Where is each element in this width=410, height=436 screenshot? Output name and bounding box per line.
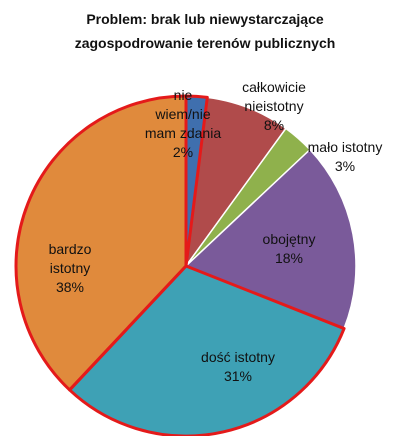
value-label: 2% — [173, 144, 193, 160]
slice-label: obojętny 18% — [263, 231, 316, 266]
label-line: obojętny — [263, 231, 316, 247]
label-line: dość istotny — [201, 349, 275, 365]
value-label: 31% — [224, 368, 252, 384]
slice-label: mało istotny 3% — [308, 139, 383, 174]
chart-title: Problem: brak lub niewystarczające — [86, 11, 324, 27]
label-line: całkowicie — [242, 79, 306, 95]
slice-label: całkowicie nieistotny 8% — [242, 79, 306, 133]
label-line: nie — [174, 87, 193, 103]
label-line: mało istotny — [308, 139, 383, 155]
slice-label: dość istotny 31% — [201, 349, 275, 384]
value-label: 18% — [275, 250, 303, 266]
chart-title: zagospodrowanie terenów publicznych — [75, 35, 336, 51]
label-line: wiem/nie — [154, 106, 210, 122]
pie-slice — [184, 148, 357, 330]
label-line: istotny — [50, 260, 90, 276]
slice-outline — [68, 264, 346, 436]
slice-label: bardzo istotny 38% — [49, 241, 92, 295]
label-line: bardzo — [49, 241, 92, 257]
value-label: 8% — [264, 117, 284, 133]
label-line: nieistotny — [244, 98, 303, 114]
value-label: 3% — [335, 158, 355, 174]
slice-outline — [14, 94, 188, 392]
label-line: mam zdania — [145, 125, 221, 141]
slice-label: nie wiem/nie mam zdania 2% — [145, 87, 221, 160]
value-label: 38% — [56, 279, 84, 295]
